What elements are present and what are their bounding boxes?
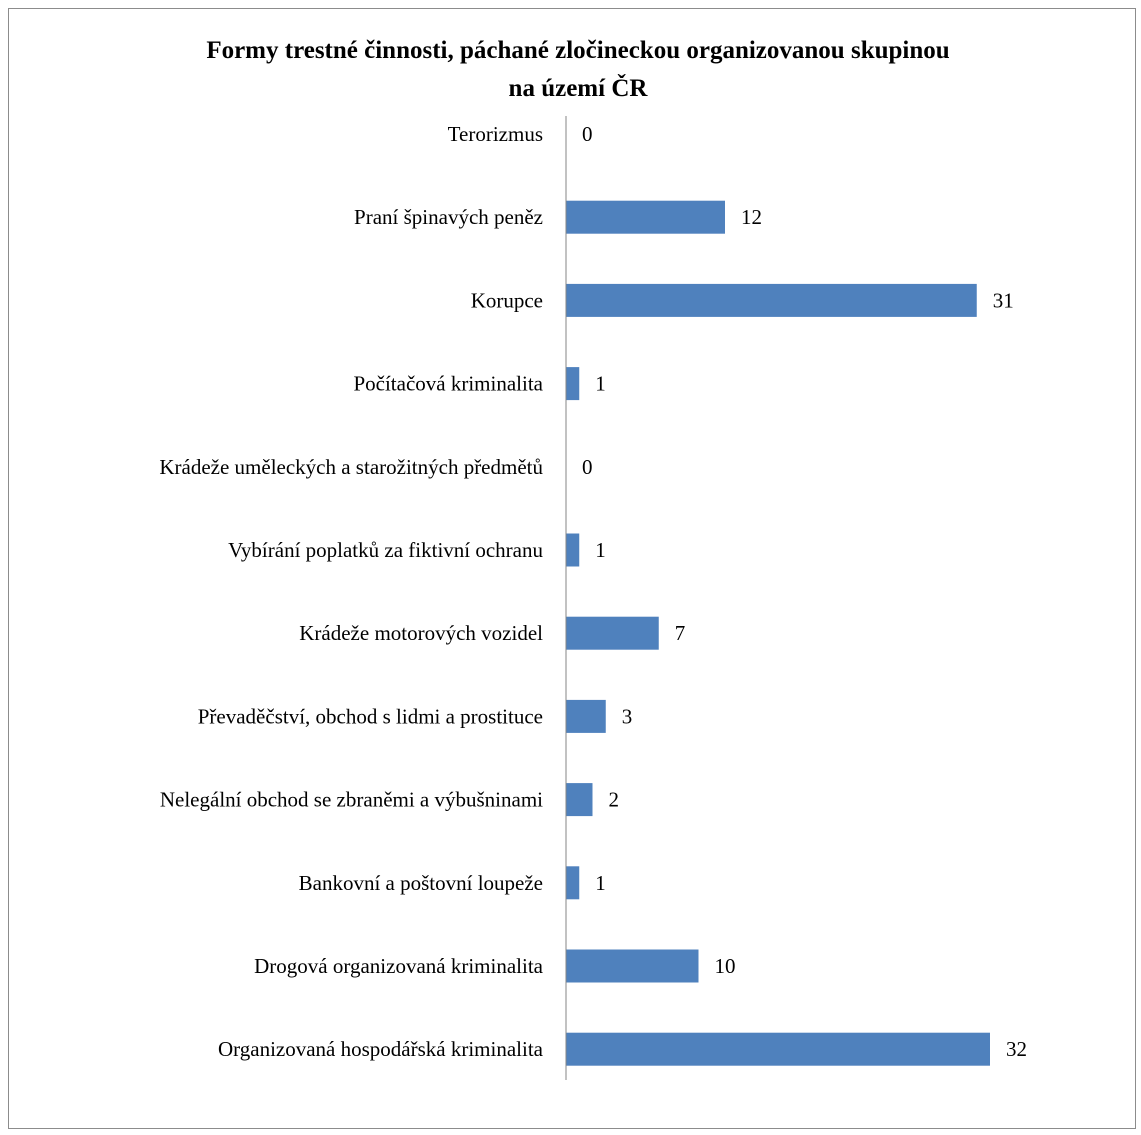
- category-label: Nelegální obchod se zbraněmi a výbušnina…: [160, 788, 543, 812]
- bar: [566, 367, 580, 401]
- category-label: Organizovaná hospodářská kriminalita: [218, 1037, 544, 1061]
- data-label: 10: [715, 954, 736, 978]
- bar: [566, 200, 725, 234]
- bar: [566, 1032, 990, 1066]
- data-label: 31: [993, 288, 1014, 312]
- data-label: 0: [582, 122, 593, 146]
- category-label: Terorizmus: [448, 122, 543, 146]
- bar: [566, 949, 699, 983]
- bar: [566, 699, 606, 733]
- data-label: 32: [1006, 1037, 1027, 1061]
- data-label: 12: [741, 205, 762, 229]
- chart-title-line-2: na území ČR: [509, 73, 649, 102]
- category-label: Počítačová kriminalita: [353, 372, 543, 396]
- category-label: Praní špinavých peněz: [354, 205, 543, 229]
- category-label: Vybírání poplatků za fiktivní ochranu: [228, 538, 543, 562]
- data-label: 1: [595, 538, 606, 562]
- bar: [566, 866, 580, 900]
- data-label: 3: [622, 704, 633, 728]
- bars-layer: [566, 200, 990, 1066]
- category-label: Krádeže uměleckých a starožitných předmě…: [159, 455, 543, 479]
- category-label: Převaděčství, obchod s lidmi a prostituc…: [198, 704, 543, 728]
- data-label: 1: [595, 372, 606, 396]
- data-label: 7: [675, 621, 686, 645]
- category-label: Bankovní a poštovní loupeže: [299, 871, 543, 895]
- chart-title-line-1: Formy trestné činnosti, páchané zločinec…: [206, 37, 949, 64]
- category-label: Drogová organizovaná kriminalita: [254, 954, 544, 978]
- bar: [566, 283, 977, 317]
- bar: [566, 533, 580, 567]
- category-label: Korupce: [471, 288, 543, 312]
- bar: [566, 616, 659, 650]
- data-label: 2: [609, 788, 620, 812]
- data-label: 1: [595, 871, 606, 895]
- data-label: 0: [582, 455, 593, 479]
- bar: [566, 783, 593, 817]
- category-label: Krádeže motorových vozidel: [299, 621, 543, 645]
- chart-frame: [8, 8, 1136, 1129]
